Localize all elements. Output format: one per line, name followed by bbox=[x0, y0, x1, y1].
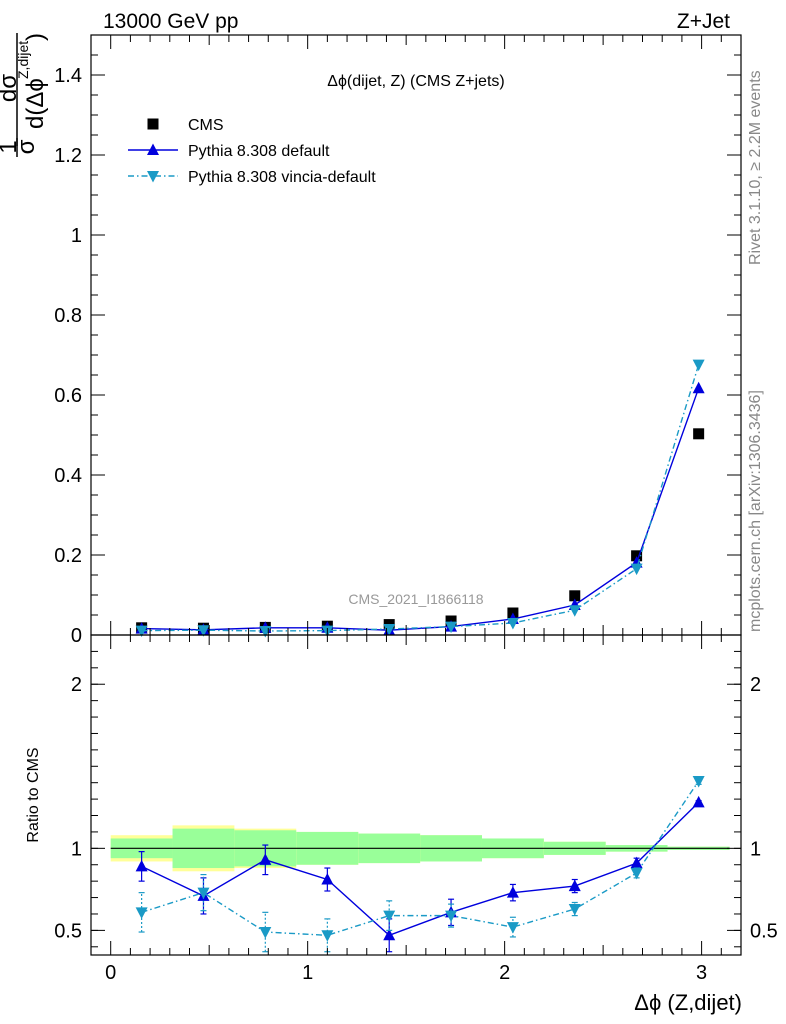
ratio-pythia-vincia-point bbox=[135, 907, 148, 919]
ratio-pythia-default-point bbox=[321, 873, 334, 885]
x-tick-label: 0 bbox=[105, 962, 116, 984]
ratio-y-tick-label: 0.5 bbox=[54, 920, 82, 942]
legend-cms-marker bbox=[147, 118, 159, 130]
ratio-frame bbox=[90, 634, 742, 956]
main-y-axis-label: 1 σ dσ d(Δϕ Z,dijet ) bbox=[0, 33, 49, 157]
ratio-pythia-default-line bbox=[141, 801, 700, 937]
ratio-y-tick-label: 2 bbox=[71, 674, 82, 696]
mcplots-label: mcplots.cern.ch [arXiv:1306.3436] bbox=[747, 390, 764, 632]
x-tick-label: 2 bbox=[499, 962, 510, 984]
ratio-pythia-vincia-point bbox=[692, 776, 705, 788]
pythia-default-line bbox=[141, 387, 700, 631]
main-y-tick-label: 0 bbox=[71, 625, 82, 647]
ratio-y-tick-label-right: 1 bbox=[750, 838, 761, 860]
plot-title: Δϕ(dijet, Z) (CMS Z+jets) bbox=[327, 73, 504, 90]
ratio-pythia-vincia-point bbox=[321, 930, 334, 942]
ratio-y-tick-label-right: 2 bbox=[750, 674, 761, 696]
main-y-tick-label: 0.4 bbox=[54, 465, 82, 487]
ratio-pythia-default-point bbox=[692, 795, 705, 808]
main-y-tick-label: 1.2 bbox=[54, 145, 82, 167]
x-axis-label: Δϕ (Z,dijet) bbox=[634, 990, 742, 1015]
pythia-default-point bbox=[692, 381, 705, 394]
ratio-pythia-default-point bbox=[630, 856, 643, 869]
ratio-pythia-vincia-point bbox=[259, 927, 272, 939]
legend-cms-label: CMS bbox=[188, 117, 224, 134]
cms-point bbox=[569, 590, 581, 602]
ratio-pythia-default-point bbox=[568, 879, 581, 892]
legend-pythia-default-label: Pythia 8.308 default bbox=[188, 143, 330, 160]
ylabel-superscript: Z,dijet bbox=[15, 41, 31, 79]
pythia-vincia-point bbox=[506, 618, 519, 630]
rivet-version-label: Rivet 3.1.10, ≥ 2.2M events bbox=[747, 70, 764, 265]
ratio-panel: 0.5 0.5 1 1 2 2 0 1 2 3 Ratio to CMS Δϕ (Z,dijet) bbox=[25, 634, 778, 1015]
energy-label: 13000 GeV pp bbox=[103, 10, 238, 33]
cms-point bbox=[693, 428, 705, 440]
ratio-pythia-default-point bbox=[383, 928, 396, 941]
pythia-vincia-point bbox=[135, 625, 148, 638]
ratio-pythia-vincia-point bbox=[445, 910, 458, 923]
legend-pythia-default-marker bbox=[147, 143, 159, 155]
pythia-vincia-point bbox=[630, 563, 643, 576]
process-label: Z+Jet bbox=[677, 10, 730, 33]
cms-point bbox=[631, 550, 643, 562]
ylabel-denominator: d(Δϕ bbox=[22, 78, 49, 129]
analysis-watermark: CMS_2021_I1866118 bbox=[348, 591, 483, 607]
ratio-pythia-vincia-point bbox=[506, 922, 519, 934]
pythia-vincia-point bbox=[197, 625, 210, 637]
main-y-tick-label: 1 bbox=[71, 225, 82, 247]
ratio-y-tick-label-right: 0.5 bbox=[750, 920, 778, 942]
ratio-pythia-vincia-point bbox=[630, 867, 643, 880]
pythia-vincia-point bbox=[692, 359, 705, 372]
main-panel: Δϕ(dijet, Z) (CMS Z+jets) CMS_2021_I1866… bbox=[0, 33, 742, 647]
ratio-pythia-default-point bbox=[506, 886, 519, 898]
x-tick-label: 3 bbox=[696, 962, 707, 984]
pythia-vincia-point bbox=[383, 624, 396, 636]
main-y-tick-label: 0.8 bbox=[54, 305, 82, 327]
ratio-y-axis-label: Ratio to CMS bbox=[25, 747, 42, 842]
ratio-pythia-vincia-line bbox=[141, 780, 700, 937]
main-y-tick-label: 1.4 bbox=[54, 65, 82, 87]
pythia-vincia-point bbox=[568, 605, 581, 617]
ratio-pythia-default-point bbox=[135, 859, 148, 872]
x-tick-label: 1 bbox=[302, 962, 313, 984]
pythia-vincia-point bbox=[445, 621, 458, 634]
ylabel-sigma: σ bbox=[13, 139, 40, 154]
legend-pythia-vincia-label: Pythia 8.308 vincia-default bbox=[188, 169, 376, 186]
main-y-tick-label: 0.2 bbox=[54, 545, 82, 567]
ylabel-close-paren: ) bbox=[22, 33, 49, 41]
ratio-pythia-vincia-point bbox=[383, 910, 396, 923]
legend: CMS Pythia 8.308 default Pythia 8.308 vinc… bbox=[128, 117, 376, 186]
ratio-pythia-vincia-point bbox=[197, 887, 210, 900]
ratio-y-tick-label: 1 bbox=[71, 838, 82, 860]
main-y-tick-label: 0.6 bbox=[54, 385, 82, 407]
ratio-pythia-default-point bbox=[259, 853, 272, 865]
ratio-pythia-vincia-point bbox=[568, 904, 581, 916]
legend-pythia-vincia-marker bbox=[147, 171, 159, 183]
